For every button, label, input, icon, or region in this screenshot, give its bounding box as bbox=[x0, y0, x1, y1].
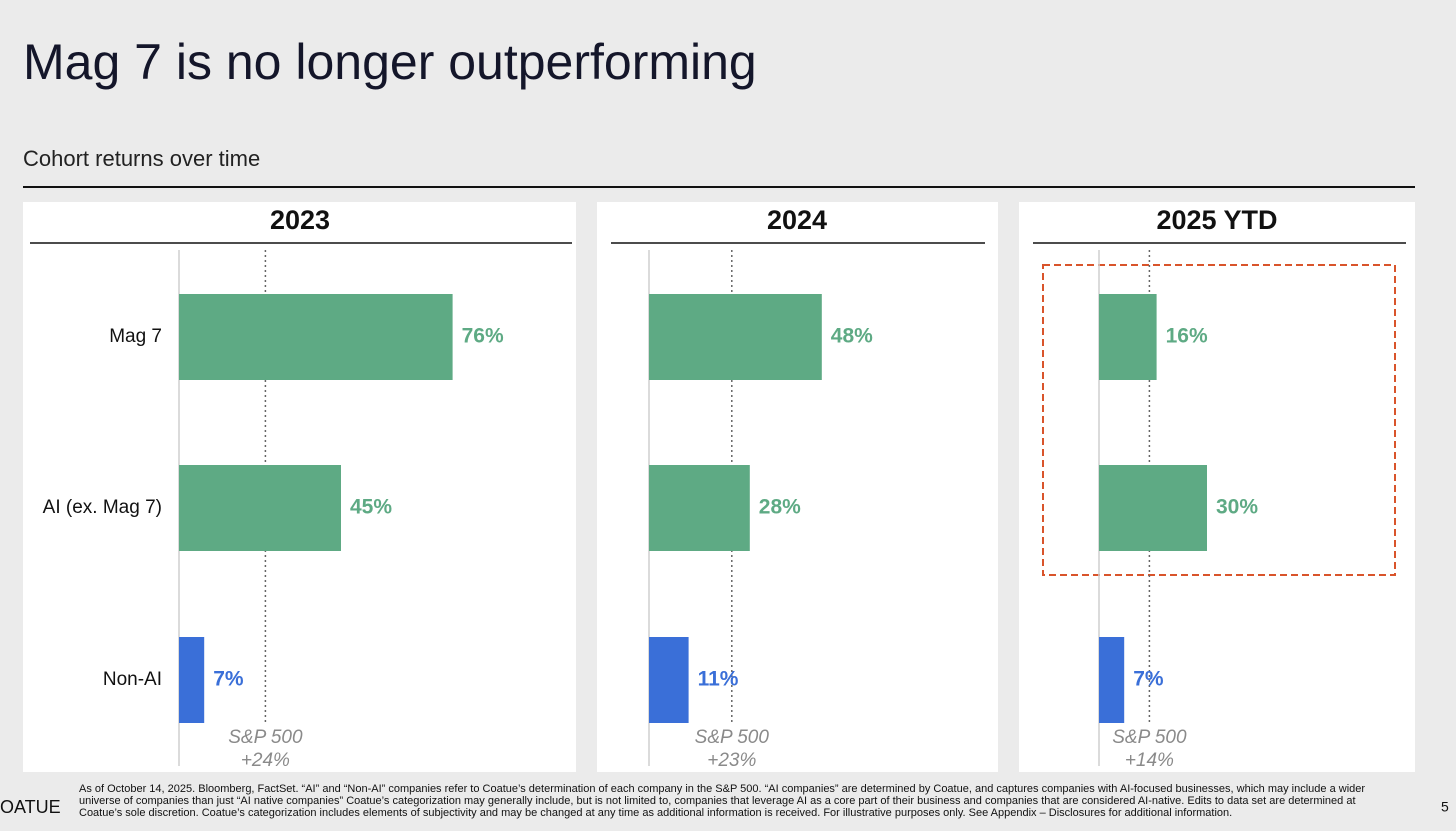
page-number: 5 bbox=[1441, 799, 1449, 815]
reference-label: S&P 500 bbox=[228, 727, 303, 748]
value-label: 76% bbox=[462, 325, 504, 348]
bar bbox=[1099, 294, 1157, 380]
bar bbox=[649, 465, 750, 551]
reference-value-label: +24% bbox=[241, 750, 290, 771]
panel-title: 2023 bbox=[270, 205, 330, 235]
value-label: 45% bbox=[350, 496, 392, 519]
bar bbox=[649, 294, 822, 380]
bar bbox=[1099, 637, 1125, 723]
value-label: 7% bbox=[213, 668, 244, 691]
panel bbox=[1019, 202, 1415, 772]
bar bbox=[649, 637, 689, 723]
value-label: 30% bbox=[1216, 496, 1258, 519]
value-label: 7% bbox=[1133, 668, 1164, 691]
value-label: 48% bbox=[831, 325, 873, 348]
subtitle: Cohort returns over time bbox=[23, 146, 260, 171]
panel-title: 2025 YTD bbox=[1156, 205, 1277, 235]
category-label: Non-AI bbox=[103, 669, 162, 690]
category-label: Mag 7 bbox=[109, 326, 162, 347]
value-label: 16% bbox=[1166, 325, 1208, 348]
category-label: AI (ex. Mag 7) bbox=[43, 497, 162, 518]
bar bbox=[179, 294, 453, 380]
value-label: 28% bbox=[759, 496, 801, 519]
panel-title: 2024 bbox=[767, 205, 827, 235]
value-label: 11% bbox=[698, 668, 739, 691]
logo: OATUE bbox=[0, 797, 61, 817]
bar bbox=[1099, 465, 1207, 551]
bar bbox=[179, 637, 205, 723]
reference-label: S&P 500 bbox=[1112, 727, 1187, 748]
footnote: As of October 14, 2025. Bloomberg, FactS… bbox=[79, 783, 1366, 819]
reference-value-label: +23% bbox=[707, 750, 756, 771]
bar bbox=[179, 465, 341, 551]
slide-title: Mag 7 is no longer outperforming bbox=[23, 34, 757, 90]
highlight-box bbox=[1042, 264, 1396, 576]
reference-label: S&P 500 bbox=[695, 727, 770, 748]
reference-value-label: +14% bbox=[1125, 750, 1174, 771]
